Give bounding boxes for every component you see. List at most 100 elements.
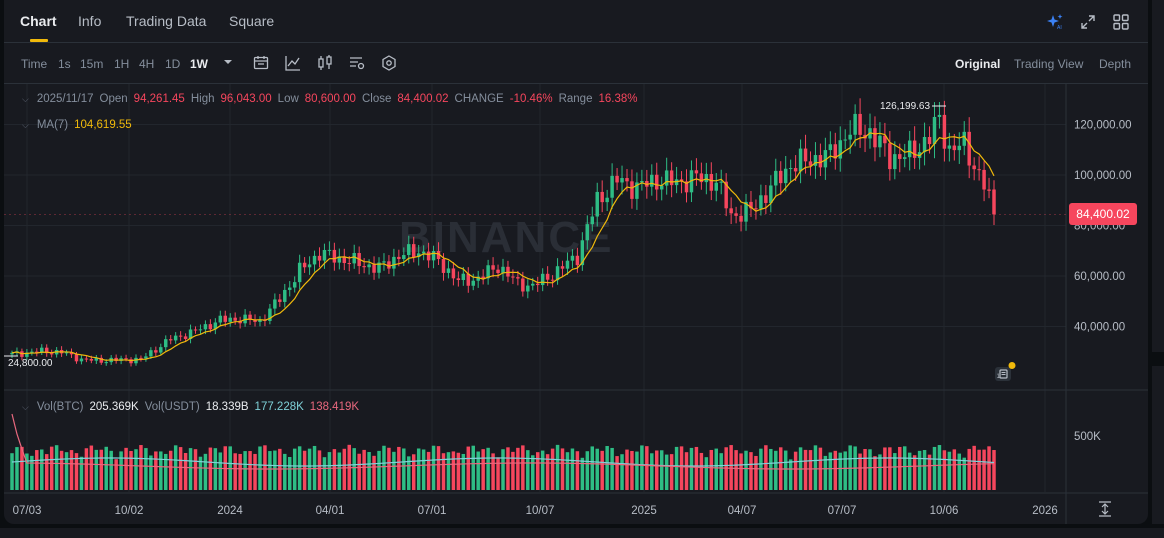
chart-tabs: Chart Info Trading Data Square AI (4, 0, 1148, 43)
volume-bar (30, 455, 34, 490)
candle-body (823, 150, 828, 168)
candle-body (44, 347, 49, 354)
tab-square[interactable]: Square (229, 13, 275, 29)
volume-bar (615, 456, 619, 490)
volume-bar (119, 451, 123, 490)
volume-bar (317, 450, 322, 490)
candle-body (893, 154, 897, 170)
chart-toolbar: Time 1s 15m 1H 4H 1D 1W Original Trading… (4, 43, 1148, 84)
candle-body (898, 154, 902, 159)
volume-bar (387, 447, 391, 490)
tab-info[interactable]: Info (78, 13, 102, 29)
candle-body (10, 352, 14, 355)
view-depth[interactable]: Depth (1099, 57, 1132, 71)
candle-body (322, 249, 327, 261)
interval-1h[interactable]: 1H (114, 57, 130, 71)
interval-1s[interactable]: 1s (58, 57, 71, 71)
volume-bar (679, 446, 684, 490)
candle-body (521, 278, 525, 292)
candle-body (446, 268, 451, 273)
candle-body (99, 357, 104, 363)
candle-body (253, 319, 257, 322)
vol-btc-label: Vol(BTC) (36, 401, 84, 413)
volume-bar (79, 456, 84, 490)
candle-body (352, 253, 356, 264)
candle-body (813, 155, 818, 166)
volume-bar (540, 450, 545, 490)
layout-grid-icon[interactable] (1111, 12, 1131, 32)
price-chart[interactable]: 120,000.00100,000.0080,000.0060,000.0040… (4, 84, 1148, 524)
ohlc-date: 2025/11/17 (36, 93, 94, 105)
settings-gear-icon[interactable] (380, 54, 398, 72)
volume-bar (858, 453, 862, 490)
volume-bar (585, 451, 590, 490)
tab-trading-data[interactable]: Trading Data (126, 13, 207, 29)
vol-collapse-chevron-icon[interactable]: ⌵ (22, 401, 29, 412)
view-trading-view[interactable]: Trading View (1014, 57, 1084, 71)
time-axis-label: 04/07 (728, 505, 757, 517)
interval-dropdown-icon[interactable] (221, 55, 239, 73)
volume-bar (659, 450, 664, 490)
candle-body (49, 353, 54, 355)
candle-body (461, 273, 466, 281)
candle-type-icon[interactable] (316, 54, 334, 72)
volume-bar (183, 453, 188, 490)
volume-bar (863, 448, 867, 490)
ma-collapse-chevron-icon[interactable]: ⌵ (22, 119, 29, 130)
volume-bar (565, 452, 570, 490)
date-range-icon[interactable] (252, 54, 270, 72)
volume-bar (664, 454, 669, 490)
volume-bar (456, 452, 461, 490)
candle-body (977, 169, 981, 171)
candle-body (501, 266, 505, 274)
candle-body (159, 347, 163, 353)
candle-body (40, 347, 44, 353)
volume-bar (159, 451, 163, 490)
candle-body (193, 329, 198, 331)
volume-bar (20, 446, 24, 490)
candle-body (550, 279, 555, 281)
view-original[interactable]: Original (955, 57, 1001, 71)
volume-bar (888, 447, 892, 490)
candle-body (625, 178, 629, 182)
candle-body (659, 185, 664, 190)
volume-axis-label: 500K (1074, 431, 1101, 443)
tab-chart[interactable]: Chart (20, 13, 57, 29)
indicators-icon[interactable] (284, 54, 302, 72)
volume-bar (977, 449, 981, 490)
candle-body (347, 263, 351, 265)
volume-bar (392, 451, 396, 490)
volume-bar (496, 457, 500, 490)
volume-bar (560, 448, 565, 490)
ai-sparkle-icon[interactable]: AI (1045, 12, 1065, 32)
candle-body (957, 145, 962, 151)
volume-bar (302, 450, 307, 490)
candle-body (183, 336, 188, 339)
volume-bar (982, 449, 986, 490)
order-notes-icon[interactable]: 1 (993, 362, 1016, 382)
interval-1d[interactable]: 1D (165, 57, 181, 71)
candle-body (302, 262, 307, 268)
volume-bar (49, 446, 54, 490)
interval-15m[interactable]: 15m (80, 57, 104, 71)
volume-bar (813, 445, 818, 490)
interval-time[interactable]: Time (21, 57, 48, 71)
high-marker-label: 126,199.63 (880, 101, 931, 112)
volume-bar (744, 450, 748, 490)
volume-bar (283, 453, 287, 490)
candle-body (337, 256, 342, 263)
time-axis-label: 2024 (217, 505, 243, 517)
collapse-chevron-icon[interactable]: ⌵ (22, 93, 29, 104)
volume-bar (144, 448, 148, 490)
candle-body (283, 289, 287, 302)
fullscreen-icon[interactable] (1078, 12, 1098, 32)
candle-body (248, 314, 252, 320)
expand-volume-icon[interactable] (1096, 500, 1116, 518)
low-value: 80,600.00 (304, 93, 356, 105)
interval-1w[interactable]: 1W (190, 57, 208, 71)
candle-body (154, 350, 158, 353)
time-axis-label: 10/02 (115, 505, 144, 517)
interval-4h[interactable]: 4H (139, 57, 155, 71)
chart-settings-list-icon[interactable] (348, 54, 366, 72)
volume-bar (297, 446, 302, 490)
